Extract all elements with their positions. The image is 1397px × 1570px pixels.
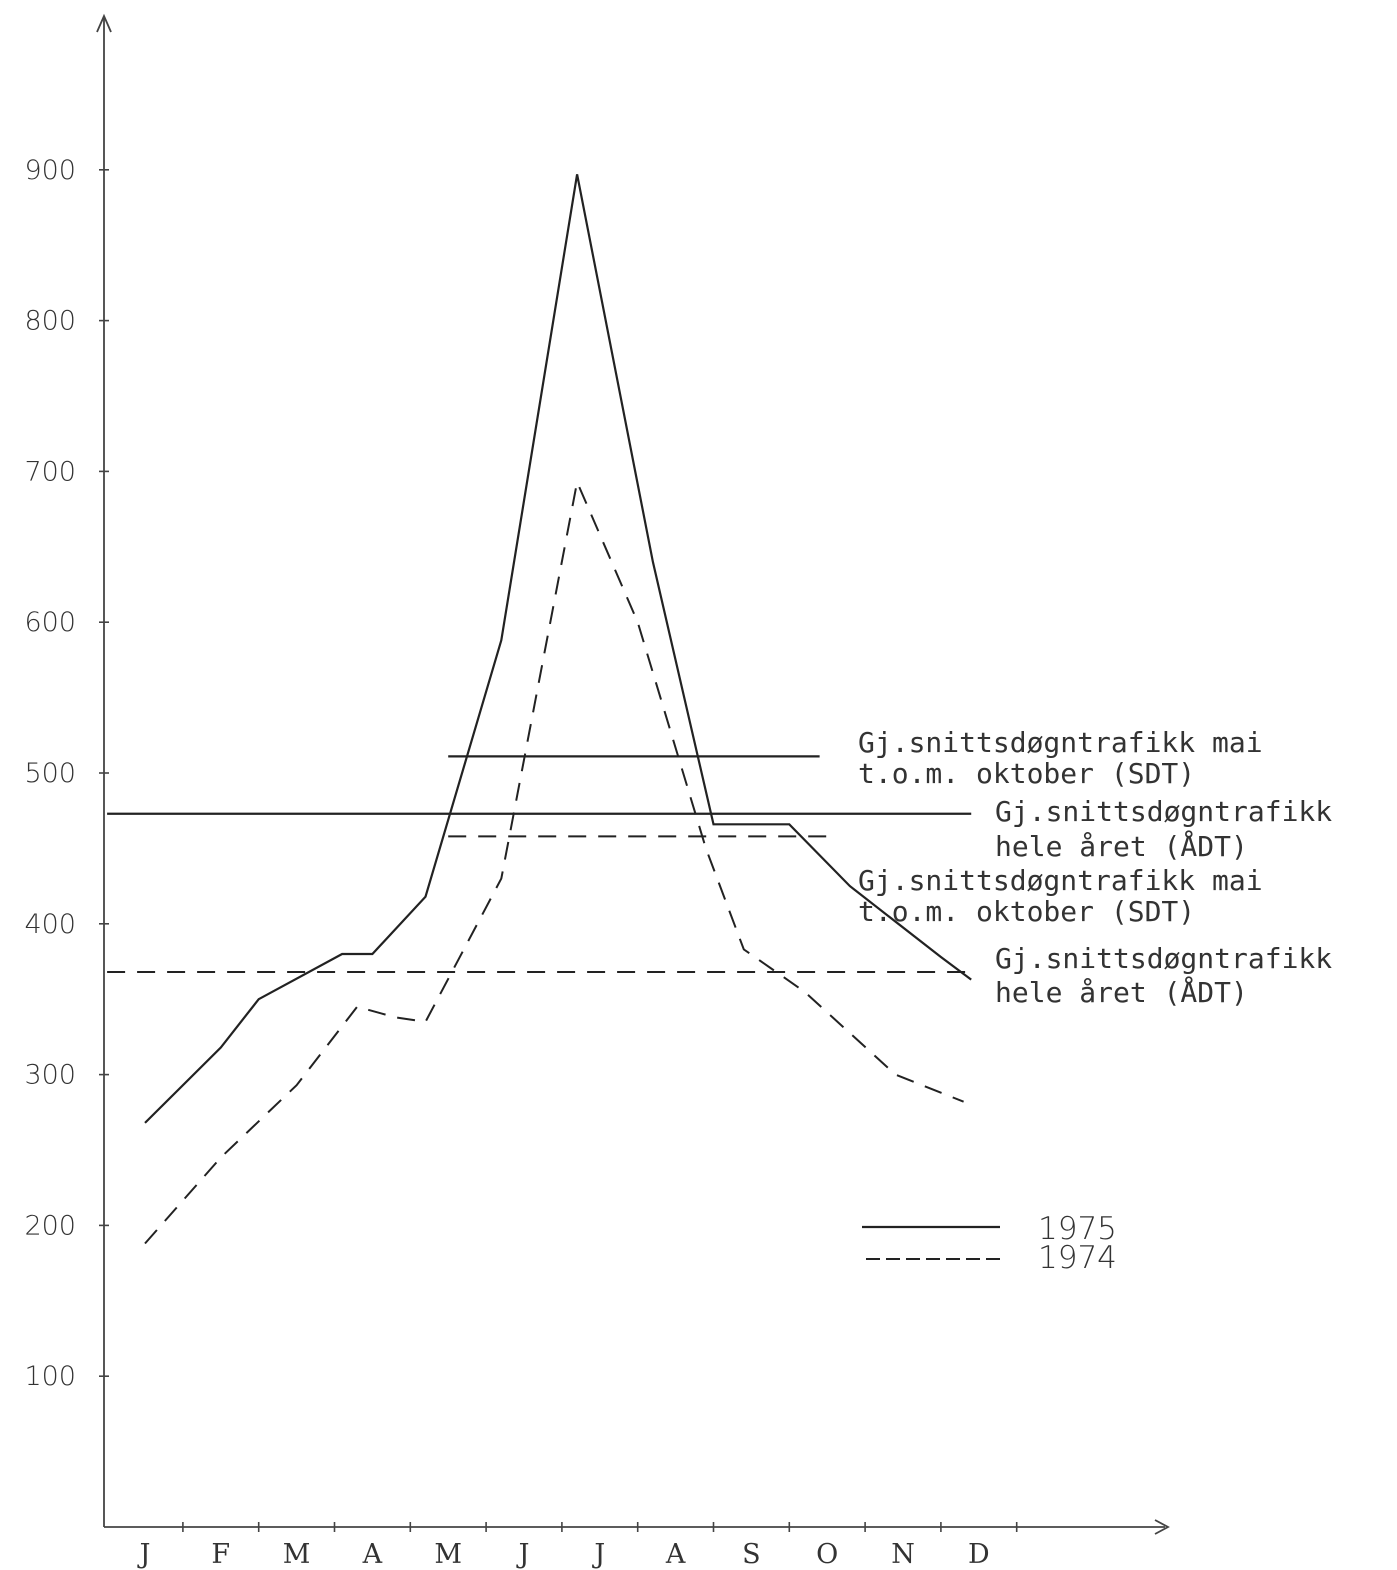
x-tick-label: F [211, 1539, 230, 1570]
annotation-adt-1974-line1: Gj.snittsdøgntrafikk [995, 942, 1332, 975]
legend-label-1975: 1975 [1038, 1211, 1117, 1247]
x-tick-label: N [891, 1539, 915, 1570]
x-tick-label: M [283, 1539, 311, 1570]
annotation-sdt-1975-line2: t.o.m. oktober (SDT) [858, 757, 1195, 790]
x-tick-label: S [742, 1539, 761, 1570]
x-tick-label: O [816, 1539, 838, 1570]
y-tick-label: 200 [24, 1210, 76, 1241]
legend-label-1974: 1974 [1038, 1240, 1117, 1276]
y-tick-label: 100 [24, 1361, 76, 1392]
x-tick-label: A [362, 1539, 383, 1570]
series [144, 174, 972, 1245]
series-line-1974 [144, 478, 964, 1245]
annotation-sdt-1974-line1: Gj.snittsdøgntrafikk mai [858, 864, 1263, 897]
x-tick-label: D [968, 1539, 990, 1570]
y-tick-label: 500 [24, 758, 76, 789]
y-tick-label: 400 [24, 909, 76, 940]
x-tick-label: J [591, 1539, 605, 1570]
series-line-1975 [144, 174, 972, 1124]
y-tick-label: 300 [24, 1060, 76, 1091]
y-tick-label: 900 [24, 155, 76, 186]
x-tick-label: J [516, 1539, 530, 1570]
annotation-sdt-1975-line1: Gj.snittsdøgntrafikk mai [858, 726, 1263, 759]
annotation-adt-1975-line2: hele året (ÅDT) [995, 829, 1248, 863]
x-axis-arrowhead [1154, 1519, 1170, 1535]
annotation-sdt-1974-line2: t.o.m. oktober (SDT) [858, 895, 1195, 928]
annotation-adt-1975-line1: Gj.snittsdøgntrafikk [995, 795, 1332, 828]
annotation-adt-1974-line2: hele året (ÅDT) [995, 975, 1248, 1009]
x-tick-label: M [434, 1539, 462, 1570]
reference-lines [107, 755, 972, 974]
legend: 1975 1974 [862, 1211, 1117, 1276]
x-tick-label: A [665, 1539, 686, 1570]
y-tick-label: 700 [24, 456, 76, 487]
y-ticks: 100 200 300 400 500 600 700 800 900 [24, 155, 109, 1392]
y-tick-label: 800 [24, 306, 76, 337]
y-axis-arrowhead [96, 13, 112, 33]
y-tick-label: 600 [24, 607, 76, 638]
annotations: Gj.snittsdøgntrafikk mai t.o.m. oktober … [858, 726, 1332, 1009]
x-tick-label: J [137, 1539, 151, 1570]
